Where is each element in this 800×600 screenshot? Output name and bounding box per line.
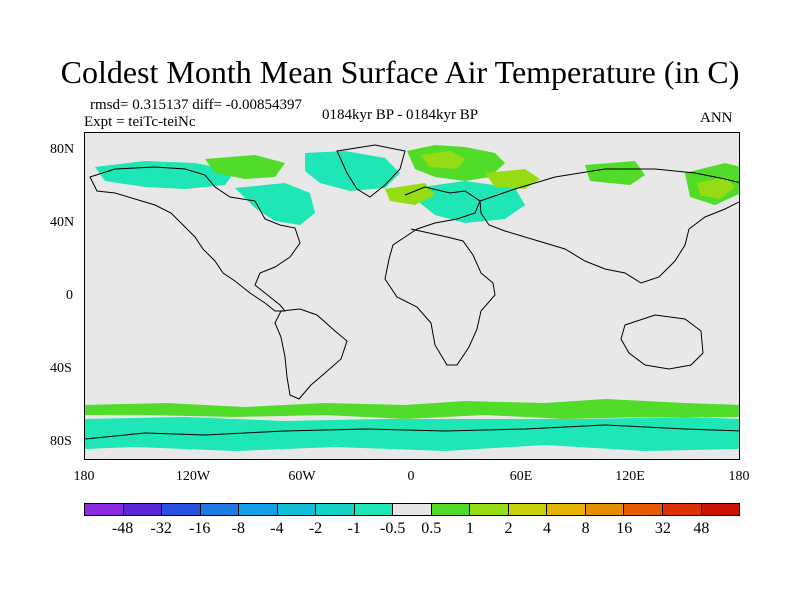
map-plot (84, 132, 740, 460)
lon-tick-120e: 120E (615, 469, 645, 484)
lon-tick-180w: 180 (73, 469, 95, 484)
colorbar-label: -48 (111, 520, 134, 537)
greenland-core-patch (420, 151, 465, 169)
lat-tick-0: 0 (66, 288, 73, 303)
colorbar-swatch (662, 504, 702, 515)
colorbar-swatch (701, 504, 740, 515)
lat-tick-80s: 80S (50, 434, 72, 449)
north-america-outline (89, 166, 301, 312)
colorbar-label: 2 (504, 520, 513, 537)
period-label: 0184kyr BP - 0184kyr BP (322, 107, 479, 123)
colorbar-label: 4 (543, 520, 552, 537)
canada-warm-patch (205, 155, 285, 179)
colorbar-label: -8 (231, 520, 245, 537)
colorbar-label: -16 (189, 520, 211, 537)
antarctica-outline (85, 424, 739, 440)
lon-tick-60w: 60W (288, 469, 316, 484)
lat-tick-80n: 80N (50, 142, 75, 157)
southern-ocean-warm-strip (85, 399, 739, 419)
colorbar-swatch (200, 504, 240, 515)
chart-title: Coldest Month Mean Surface Air Temperatu… (60, 54, 740, 90)
colorbar-swatch (393, 504, 432, 515)
colorbar-label: 8 (581, 520, 590, 537)
southern-ocean-cool-band (85, 417, 739, 451)
colorbar-swatch (123, 504, 163, 515)
colorbar-label: 1 (465, 520, 474, 537)
colorbar-label: -32 (150, 520, 172, 537)
asia-outline (479, 168, 739, 284)
siberia-warm-patch (585, 161, 645, 185)
experiment-label: Expt = teiTc-teiNc (84, 114, 196, 130)
barents-warm-patch (485, 169, 540, 189)
colorbar-swatch (239, 504, 278, 515)
colorbar-swatch (354, 504, 394, 515)
lat-tick-40n: 40N (50, 215, 75, 230)
colorbar-swatch (508, 504, 548, 515)
colorbar-swatch (277, 504, 317, 515)
far-east-core-patch (697, 177, 735, 199)
australia-outline (620, 314, 704, 370)
north-atlantic-cool-patch (305, 151, 400, 191)
greenland-outline (336, 144, 406, 198)
colorbar-label: 32 (654, 520, 671, 537)
anomaly-patches (85, 145, 739, 451)
colorbar-swatch (470, 504, 509, 515)
colorbar-swatch (316, 504, 355, 515)
lon-tick-180e: 180 (728, 469, 750, 484)
colorbar-swatch (162, 504, 201, 515)
colorbar-swatch (431, 504, 471, 515)
lon-tick-120w: 120W (175, 469, 211, 484)
hudson-cool-patch (235, 183, 315, 225)
lon-tick-0: 0 (407, 469, 415, 484)
colorbar-label: -0.5 (380, 520, 406, 537)
colorbar-label: -4 (270, 520, 284, 537)
colorbar (84, 503, 740, 516)
lon-tick-60e: 60E (509, 469, 533, 484)
colorbar-swatch (85, 504, 124, 515)
map-canvas (85, 144, 739, 451)
colorbar-label: 0.5 (421, 520, 442, 537)
colorbar-label: -1 (347, 520, 361, 537)
coastlines (85, 144, 739, 440)
colorbar-label: 48 (693, 520, 710, 537)
lat-tick-40s: 40S (50, 361, 72, 376)
rmsd-diff-label: rmsd= 0.315137 diff= -0.00854397 (90, 97, 303, 113)
south-america-outline (274, 308, 348, 400)
europe-africa-outline (384, 186, 496, 366)
colorbar-swatch (624, 504, 663, 515)
season-label: ANN (700, 110, 733, 126)
colorbar-label: 16 (616, 520, 633, 537)
colorbar-swatch (585, 504, 625, 515)
colorbar-label: -2 (308, 520, 323, 537)
colorbar-swatch (547, 504, 586, 515)
